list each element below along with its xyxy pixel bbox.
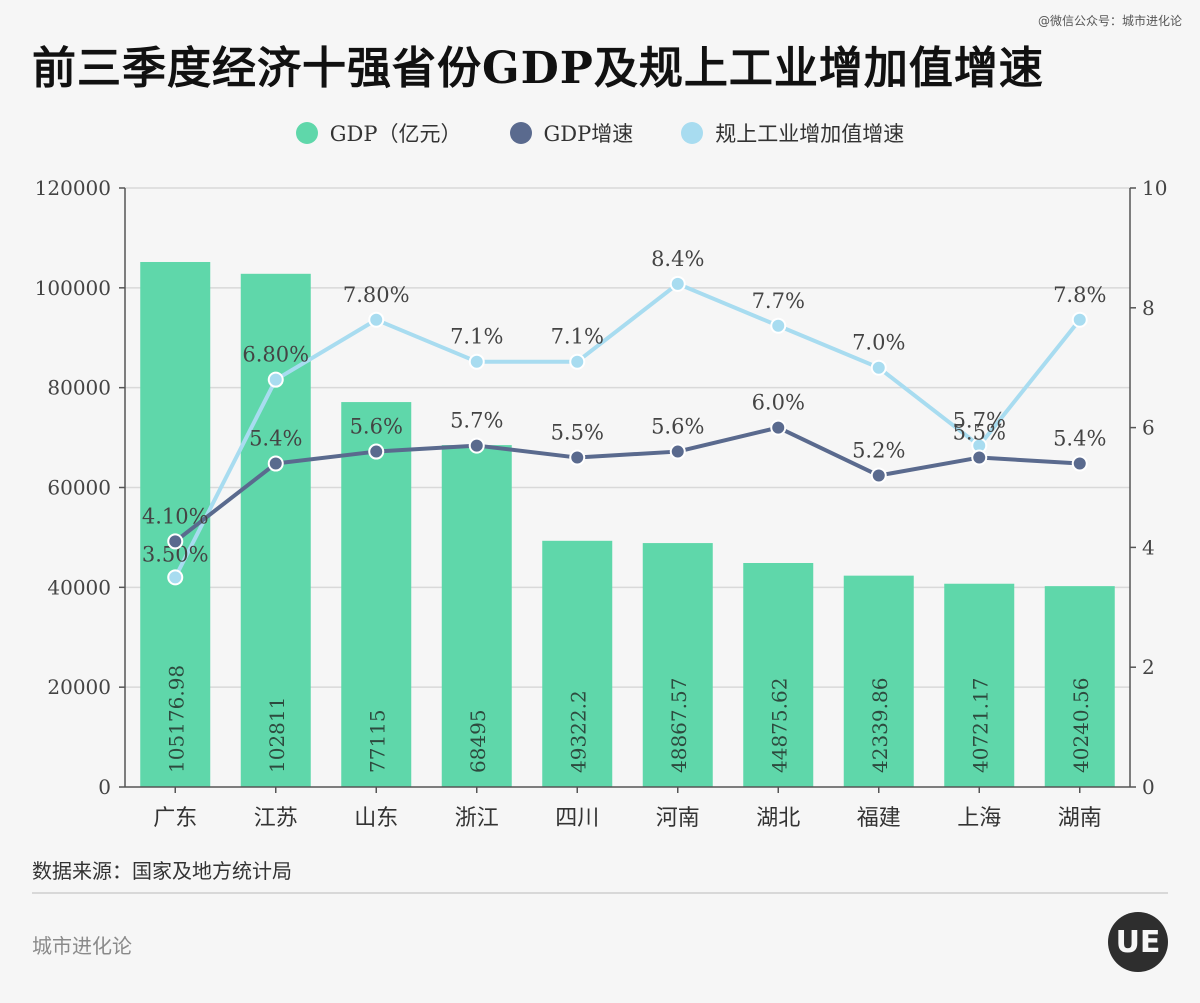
y-left-tick-label: 20000 — [47, 675, 111, 699]
legend-item-gdp[interactable]: GDP（亿元） — [295, 118, 462, 148]
y-left-tick-label: 100000 — [35, 276, 111, 300]
gdp-growth-data-label: 6.0% — [752, 391, 805, 415]
industry-growth-data-label: 7.8% — [1053, 283, 1106, 307]
gdp-growth-data-label: 5.5% — [953, 421, 1006, 445]
gdp-growth-data-label: 5.5% — [551, 421, 604, 445]
gdp-growth-point — [870, 467, 887, 484]
industry-growth-data-label: 8.4% — [651, 247, 704, 271]
industry-growth-data-label: 7.0% — [852, 331, 905, 355]
bar-gdp — [743, 562, 814, 787]
bar-data-label: 40721.17 — [968, 678, 992, 773]
bar-data-label: 49322.2 — [566, 690, 590, 773]
gdp-growth-point — [267, 455, 284, 472]
x-tick-label: 广东 — [153, 806, 197, 831]
gdp-growth-data-label: 5.4% — [1053, 427, 1106, 451]
x-tick-label: 河南 — [656, 806, 700, 831]
industry-growth-point — [368, 311, 385, 328]
bar-data-label: 105176.98 — [164, 665, 188, 773]
x-tick-label: 福建 — [857, 806, 901, 831]
x-tick-label: 上海 — [957, 806, 1001, 831]
legend-item-gdp-growth[interactable]: GDP增速 — [509, 118, 634, 148]
gdp-growth-data-label: 5.7% — [450, 409, 503, 433]
legend-label-gdp: GDP（亿元） — [329, 122, 462, 146]
brand-logo: UE — [1108, 912, 1168, 972]
data-source: 数据来源：国家及地方统计局 — [32, 859, 292, 883]
y-left-tick-label: 80000 — [47, 376, 111, 400]
gdp-growth-point — [368, 443, 385, 460]
gdp-growth-point — [468, 437, 485, 454]
footer-brand: 城市进化论 — [32, 934, 132, 958]
industry-growth-data-label: 7.1% — [551, 325, 604, 349]
y-right-tick-label: 10 — [1142, 176, 1167, 200]
x-tick-label: 湖北 — [756, 806, 800, 831]
gdp-growth-data-label: 5.4% — [249, 427, 302, 451]
bar-gdp — [1044, 586, 1115, 787]
y-left-tick-label: 40000 — [47, 575, 111, 599]
gdp-growth-point — [669, 443, 686, 460]
y-right-tick-label: 8 — [1142, 296, 1155, 320]
gdp-growth-point — [569, 449, 586, 466]
bar-data-label: 48867.57 — [667, 678, 691, 773]
legend-item-industry-growth[interactable]: 规上工业增加值增速 — [681, 118, 904, 148]
y-right-tick-label: 2 — [1142, 655, 1155, 679]
y-right-tick-label: 4 — [1142, 535, 1155, 559]
industry-growth-data-label: 7.7% — [752, 289, 805, 313]
industry-growth-data-label: 6.80% — [242, 343, 309, 367]
gdp-growth-data-label: 5.6% — [651, 415, 704, 439]
legend-swatch-industry-growth — [681, 122, 704, 144]
industry-growth-line — [173, 281, 1082, 579]
footer-divider — [32, 892, 1168, 894]
watermark-text: @微信公众号：城市进化论 — [1037, 14, 1182, 28]
x-tick-label: 山东 — [354, 806, 398, 831]
industry-growth-point — [870, 359, 887, 376]
bar-gdp — [240, 273, 311, 787]
legend-label-gdp-growth: GDP增速 — [543, 122, 634, 146]
y-left-tick-label: 60000 — [47, 476, 111, 500]
industry-growth-point — [770, 317, 787, 334]
x-tick-label: 江苏 — [254, 806, 298, 831]
x-tick-label: 浙江 — [455, 806, 499, 831]
gdp-growth-data-label: 5.2% — [852, 439, 905, 463]
y-left-tick-label: 120000 — [35, 176, 111, 200]
bar-data-label: 77115 — [365, 709, 389, 773]
industry-growth-point — [569, 353, 586, 370]
gdp-growth-point — [770, 419, 787, 436]
bar-data-label: 40240.56 — [1069, 678, 1093, 773]
x-tick-label: 四川 — [555, 806, 599, 831]
legend: GDP（亿元） GDP增速 规上工业增加值增速 — [0, 118, 1200, 148]
gdp-growth-point — [167, 533, 184, 550]
industry-growth-data-label: 7.1% — [450, 325, 503, 349]
legend-label-industry-growth: 规上工业增加值增速 — [715, 122, 905, 146]
chart-canvas: 0 20000 40000 60000 80000 100000 120000 0 2 4 6 8 10… — [35, 176, 1168, 831]
bar-gdp — [642, 543, 713, 787]
bar-data-label: 44875.62 — [767, 678, 791, 773]
legend-swatch-gdp — [295, 122, 318, 144]
bar-data-label: 68495 — [466, 709, 490, 773]
y-right-tick-label: 6 — [1142, 416, 1155, 440]
industry-growth-data-label: 5.7% — [953, 409, 1006, 433]
gdp-growth-line — [174, 425, 1080, 543]
gdp-growth-point — [1071, 455, 1088, 472]
industry-growth-point — [1071, 311, 1088, 328]
bar-gdp — [944, 583, 1015, 787]
industry-growth-point — [167, 569, 184, 586]
industry-growth-point — [669, 275, 686, 292]
bar-data-label: 102811 — [265, 697, 289, 773]
x-tick-label: 湖南 — [1058, 806, 1102, 831]
gdp-growth-point — [971, 449, 988, 466]
industry-growth-point — [468, 353, 485, 370]
legend-swatch-gdp-growth — [509, 122, 532, 144]
gdp-growth-data-label: 5.6% — [350, 415, 403, 439]
y-left-tick-label: 0 — [98, 775, 111, 799]
industry-growth-point — [267, 371, 284, 388]
chart-title: 前三季度经济十强省份GDP及规上工业增加值增速 — [32, 43, 1044, 94]
y-right-tick-label: 0 — [1142, 775, 1155, 799]
bar-gdp — [542, 540, 613, 787]
bar-gdp — [341, 402, 412, 787]
gdp-growth-data-label: 4.10% — [142, 504, 209, 528]
bar-data-label: 42339.86 — [868, 678, 892, 773]
bar-gdp — [843, 575, 914, 787]
bar-gdp — [441, 445, 512, 787]
industry-growth-data-label: 7.80% — [343, 283, 410, 307]
